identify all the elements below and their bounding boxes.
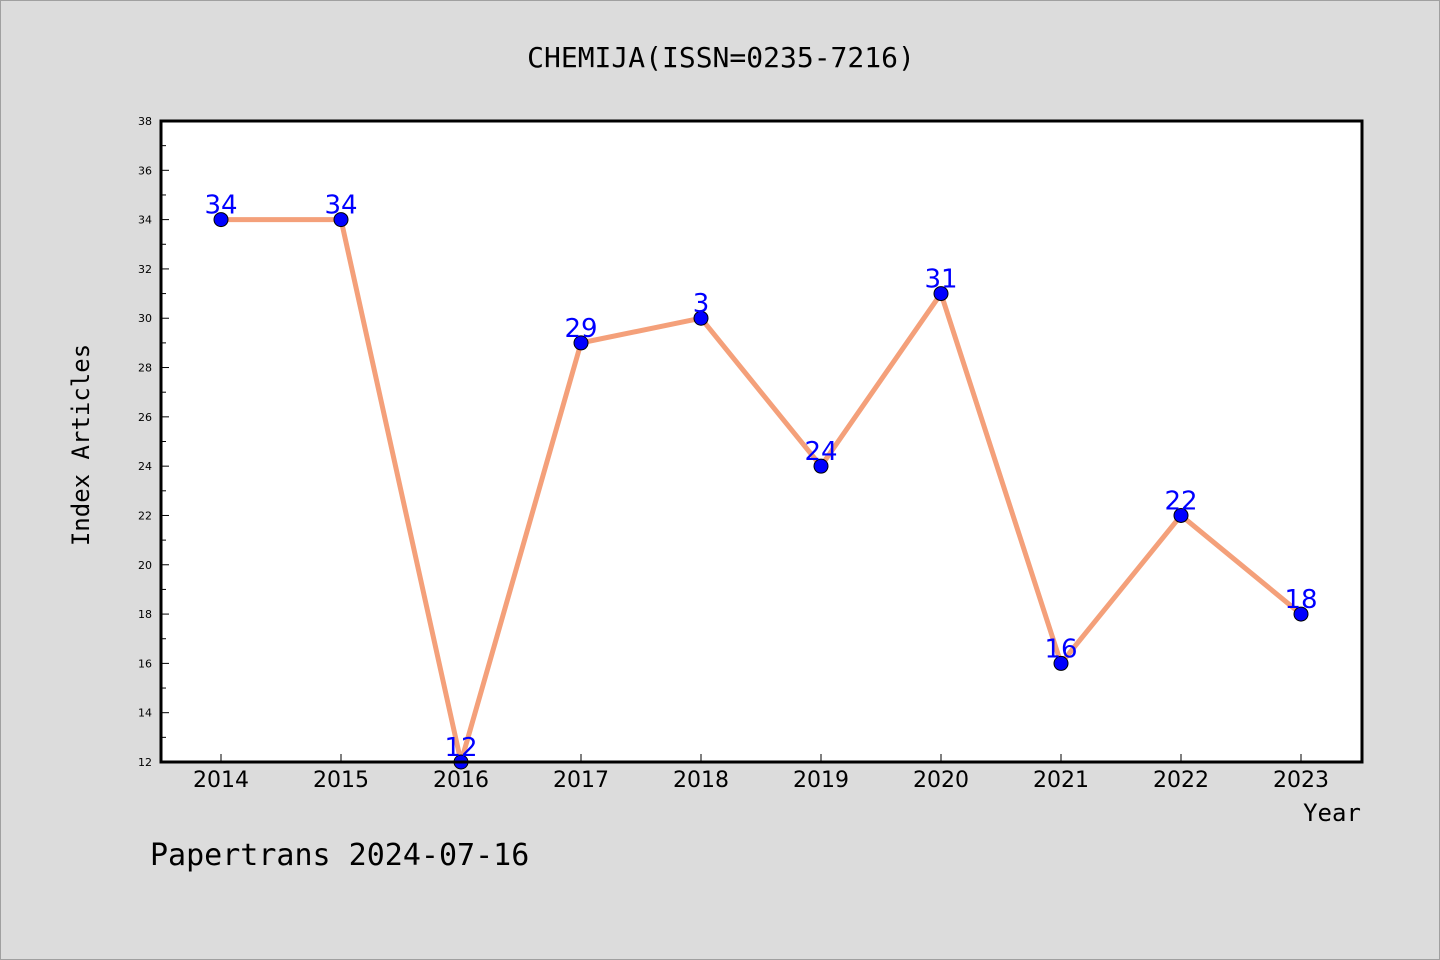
y-tick-label: 30: [138, 312, 152, 325]
y-tick-label: 34: [138, 214, 152, 227]
series: 34 34 12 29 3 24 31 16 22 18: [204, 191, 1318, 770]
data-label: 16: [1044, 634, 1077, 664]
y-tick-label: 36: [138, 164, 152, 177]
y-axis: 12 14 16 18 20 22 24 26 28 30 32 34 36 38: [138, 115, 169, 769]
y-tick-label: 22: [138, 509, 152, 522]
data-point: [813, 458, 829, 474]
data-point: [1173, 507, 1189, 523]
y-tick-label: 16: [138, 657, 152, 670]
x-axis: 2014 2015 2016 2017 2018 2019 2020 2021 2022 2023: [193, 754, 1329, 793]
y-tick-label: 12: [138, 756, 152, 769]
data-label: 34: [324, 191, 357, 221]
x-axis-label: Year: [1303, 799, 1361, 827]
plot-area: [161, 121, 1362, 762]
data-label: 12: [444, 733, 477, 763]
data-point: [333, 212, 349, 228]
y-tick-label: 24: [138, 460, 152, 473]
x-tick-label: 2018: [673, 768, 729, 793]
y-tick-label: 32: [138, 263, 152, 276]
plot-frame: [159, 119, 1364, 764]
footer-text: Papertrans 2024-07-16: [150, 838, 529, 873]
data-point: [1053, 655, 1069, 671]
x-tick-label: 2023: [1273, 768, 1329, 793]
y-tick-label: 14: [138, 707, 152, 720]
y-axis-label: Index Articles: [67, 344, 95, 546]
x-tick-label: 2014: [193, 768, 249, 793]
data-label: 3: [693, 289, 710, 319]
x-tick-label: 2021: [1033, 768, 1089, 793]
x-tick-label: 2016: [433, 768, 489, 793]
data-label: 31: [924, 265, 957, 295]
y-tick-label: 28: [138, 362, 152, 375]
data-label: 24: [804, 437, 837, 467]
x-tick-label: 2015: [313, 768, 369, 793]
y-tick-label: 38: [138, 115, 152, 128]
data-point: [213, 212, 229, 228]
chart-title: CHEMIJA(ISSN=0235-7216): [527, 41, 915, 74]
x-tick-label: 2022: [1153, 768, 1209, 793]
data-label: 29: [564, 314, 597, 344]
data-point: [1293, 606, 1309, 622]
data-point: [573, 335, 589, 351]
x-tick-label: 2019: [793, 768, 849, 793]
data-label: 22: [1164, 486, 1197, 516]
data-label: 18: [1284, 585, 1317, 615]
y-tick-label: 18: [138, 608, 152, 621]
data-label: 34: [204, 191, 237, 221]
data-point: [693, 310, 709, 326]
y-tick-label: 20: [138, 559, 152, 572]
x-tick-label: 2017: [553, 768, 609, 793]
y-tick-label: 26: [138, 411, 152, 424]
data-point: [933, 286, 949, 302]
series-line: [221, 217, 1303, 765]
x-tick-label: 2020: [913, 768, 969, 793]
